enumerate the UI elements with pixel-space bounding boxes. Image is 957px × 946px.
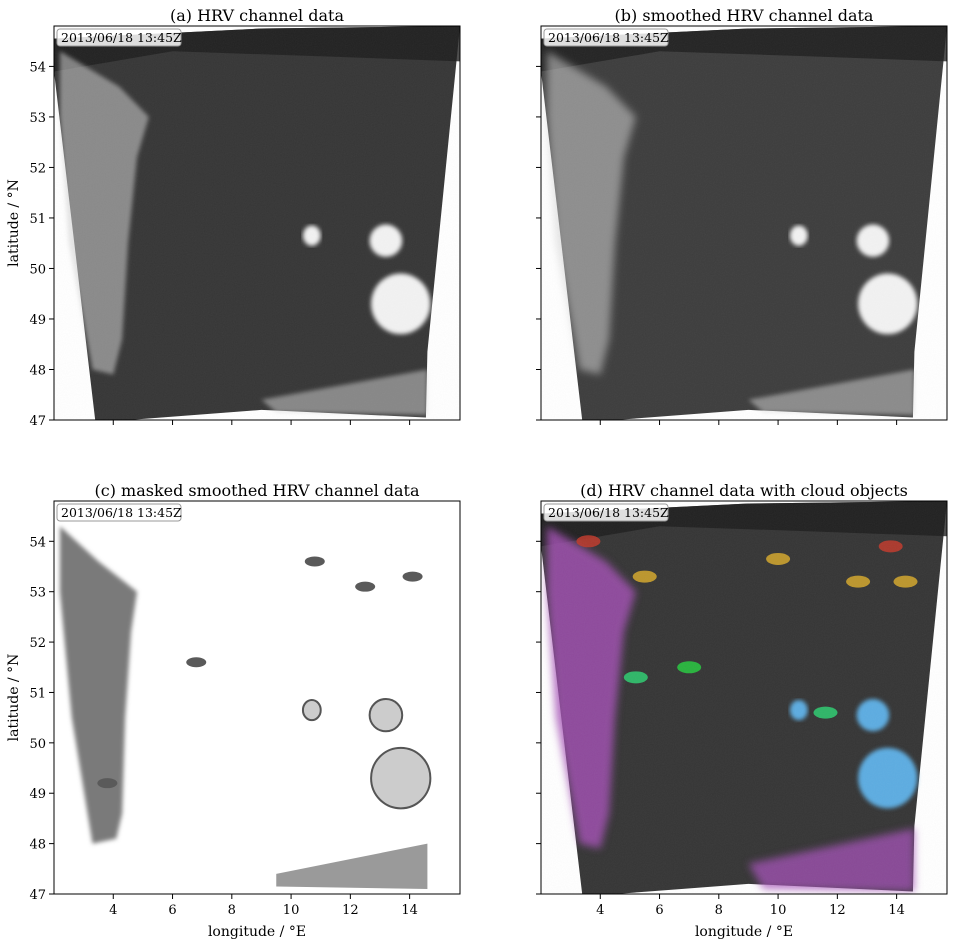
plot-area: [54, 26, 460, 420]
cloud-object: [186, 657, 207, 668]
convective-cell: [301, 699, 322, 722]
cloud-object: [402, 571, 423, 582]
x-tick-label: 8: [228, 903, 236, 918]
y-tick-label: 54: [29, 60, 46, 75]
x-tick-label: 14: [401, 903, 418, 918]
y-axis-label: latitude / °N: [6, 654, 22, 742]
x-tick-label: 10: [283, 903, 300, 918]
x-tick-label: 4: [109, 903, 117, 918]
x-tick-label: 14: [888, 903, 905, 918]
y-tick-label: 52: [29, 161, 46, 176]
y-tick-label: 48: [29, 838, 46, 853]
texture: [54, 26, 460, 420]
y-tick-label: 47: [29, 888, 46, 903]
timestamp-text: 2013/06/18 13:45Z: [548, 505, 669, 520]
axes-frame: [540, 25, 948, 421]
timestamp-box: 2013/06/18 13:45Z: [56, 28, 182, 47]
y-tick-label: 53: [29, 111, 46, 126]
timestamp-box: 2013/06/18 13:45Z: [543, 503, 669, 522]
texture: [541, 501, 947, 894]
timestamp-text: 2013/06/18 13:45Z: [548, 30, 669, 45]
convective-cell: [368, 698, 404, 733]
timestamp-box: 2013/06/18 13:45Z: [543, 28, 669, 47]
cloud-strip: [276, 843, 428, 889]
x-tick-label: 12: [342, 903, 359, 918]
x-tick-label: 6: [168, 903, 176, 918]
axes-frame: [53, 25, 461, 421]
panel-b: (b) smoothed HRV channel data 2013/06/18 …: [536, 6, 948, 425]
convective-cell: [370, 746, 432, 810]
cloud-object: [97, 778, 118, 789]
panel-a: 47 48 49 50 51 52 53 54 (a) HRV channel data 2013…: [6, 6, 461, 429]
plot-area: [541, 501, 947, 894]
y-tick-label: 49: [29, 787, 46, 802]
panel-c: 4 6 8 10 12 14 47 48 49 50 51 52 53 54 (c) masked smoo…: [6, 481, 461, 940]
y-tick-label: 51: [29, 212, 46, 227]
cloud-object: [304, 556, 325, 567]
y-tick-label: 51: [29, 686, 46, 701]
x-axis-label: longitude / °E: [208, 924, 306, 940]
timestamp-box: 2013/06/18 13:45Z: [56, 503, 182, 522]
cloud-object: [355, 581, 376, 592]
y-tick-label: 53: [29, 586, 46, 601]
texture: [541, 26, 947, 420]
y-tick-label: 54: [29, 535, 46, 550]
y-tick-label: 47: [29, 414, 46, 429]
plot-area: [541, 26, 947, 420]
timestamp-text: 2013/06/18 13:45Z: [61, 30, 182, 45]
plot-area: [59, 526, 432, 889]
x-tick-label: 4: [596, 903, 604, 918]
panel-title: (d) HRV channel data with cloud objects: [580, 481, 908, 500]
x-tick-label: 6: [655, 903, 663, 918]
y-tick-label: 52: [29, 636, 46, 651]
panel-title: (a) HRV channel data: [170, 6, 344, 25]
panel-d: 4 6 8 10 12 14 (d) HRV channel data with cloud…: [536, 481, 948, 940]
x-tick-label: 12: [829, 903, 846, 918]
masked-clouds: [59, 526, 432, 889]
panel-title: (b) smoothed HRV channel data: [615, 6, 874, 25]
y-tick-label: 50: [29, 262, 46, 277]
y-tick-label: 48: [29, 363, 46, 378]
x-axis-label: longitude / °E: [695, 924, 793, 940]
axes-frame: [53, 500, 461, 895]
y-axis-label: latitude / °N: [6, 179, 22, 267]
x-tick-label: 10: [770, 903, 787, 918]
axes-frame: [540, 500, 948, 895]
panel-title: (c) masked smoothed HRV channel data: [94, 481, 419, 500]
x-tick-label: 8: [715, 903, 723, 918]
timestamp-text: 2013/06/18 13:45Z: [61, 505, 182, 520]
y-tick-label: 49: [29, 313, 46, 328]
y-tick-label: 50: [29, 737, 46, 752]
